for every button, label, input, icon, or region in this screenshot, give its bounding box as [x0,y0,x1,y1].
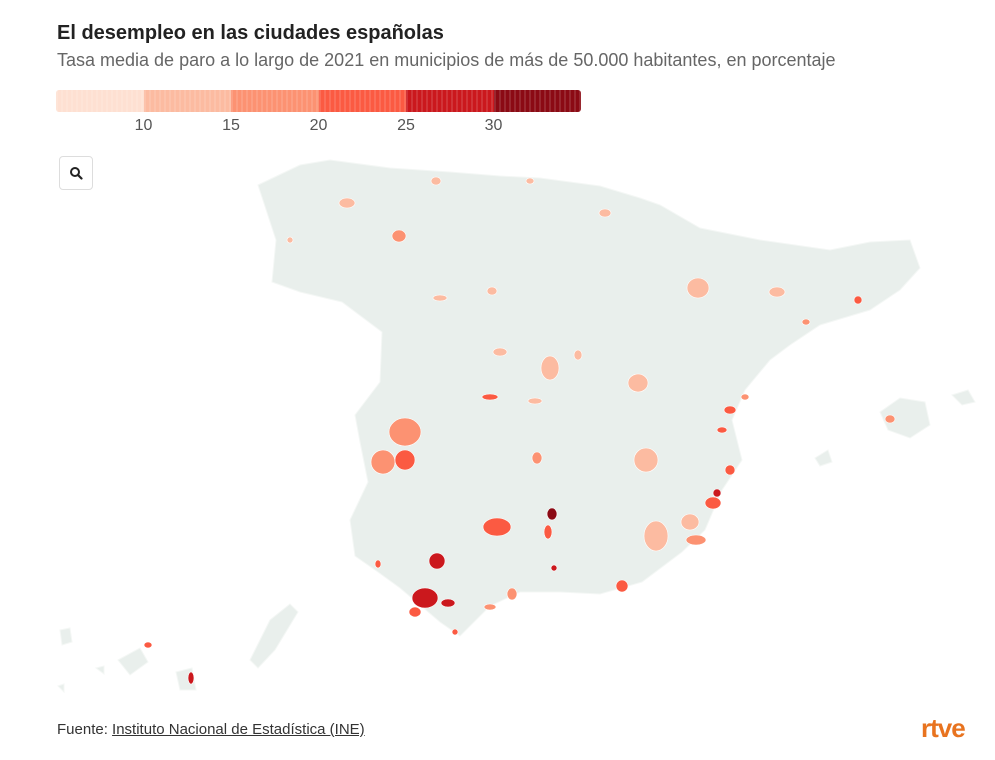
municipality[interactable] [884,414,896,424]
municipality[interactable] [374,559,382,569]
color-legend [56,90,581,112]
municipality[interactable] [643,520,669,552]
canary-island [94,665,105,675]
municipality[interactable] [370,449,396,475]
municipality[interactable] [723,405,737,415]
municipality[interactable] [411,587,439,609]
municipality[interactable] [527,397,543,405]
municipality[interactable] [483,603,497,611]
municipality[interactable] [686,277,710,299]
legend-bin-4 [406,90,494,112]
municipality[interactable] [143,641,153,649]
municipality[interactable] [543,524,553,540]
municipality[interactable] [482,517,512,537]
peninsula [257,159,921,637]
legend-bin-3 [318,90,406,112]
chart-subtitle: Tasa media de paro a lo largo de 2021 en… [57,50,836,70]
search-icon [70,167,83,180]
municipality[interactable] [338,197,356,209]
municipality[interactable] [801,318,811,326]
legend-tick: 20 [309,117,328,134]
chart-title: El desempleo en las ciudades españolas [57,22,444,44]
canary-island [117,647,149,676]
legend-bin-0 [56,90,144,112]
legend-tick: 30 [484,117,503,134]
municipality[interactable] [685,534,707,546]
municipality[interactable] [388,417,422,447]
municipality[interactable] [187,671,195,685]
municipality[interactable] [531,451,543,465]
municipality[interactable] [394,449,416,471]
municipality[interactable] [633,447,659,473]
municipality[interactable] [546,507,558,521]
legend-tick: 10 [134,117,153,134]
source-label: Fuente: [57,721,113,738]
municipality[interactable] [428,552,446,570]
municipality[interactable] [432,294,448,302]
municipality[interactable] [768,286,786,298]
legend-tick: 25 [397,117,415,134]
legend-bin-2 [231,90,319,112]
municipality[interactable] [853,295,863,305]
source-link[interactable]: Instituto Nacional de Estadística (INE) [112,721,365,738]
municipality[interactable] [712,488,722,498]
legend-bin-1 [143,90,231,112]
municipality[interactable] [598,208,612,218]
source-note: Fuente: Instituto Nacional de Estadístic… [57,721,365,738]
municipality[interactable] [627,373,649,393]
municipality[interactable] [615,579,629,593]
canary-island [59,627,73,646]
municipality[interactable] [492,347,508,357]
rtve-logo: rtve [921,713,966,743]
municipality[interactable] [740,393,750,401]
municipality[interactable] [286,236,294,244]
municipality[interactable] [451,628,459,636]
municipality[interactable] [550,564,558,572]
municipality[interactable] [486,286,498,296]
municipality[interactable] [408,606,422,618]
municipality[interactable] [704,496,722,510]
zoom-button[interactable] [59,156,93,190]
municipality[interactable] [716,426,728,434]
municipality[interactable] [506,587,518,601]
mallorca [879,397,931,439]
municipality[interactable] [680,513,700,531]
municipality[interactable] [540,355,560,381]
municipality[interactable] [573,349,583,361]
canary-island [249,603,299,669]
municipality[interactable] [430,176,442,186]
menorca [951,389,976,406]
municipality[interactable] [481,393,499,401]
municipality[interactable] [391,229,407,243]
municipality[interactable] [525,177,535,185]
municipality[interactable] [440,598,456,608]
legend-bin-5 [493,90,581,112]
canary-island [57,683,65,694]
legend-tick: 15 [222,117,240,134]
ibiza [814,449,833,467]
municipality[interactable] [724,464,736,476]
